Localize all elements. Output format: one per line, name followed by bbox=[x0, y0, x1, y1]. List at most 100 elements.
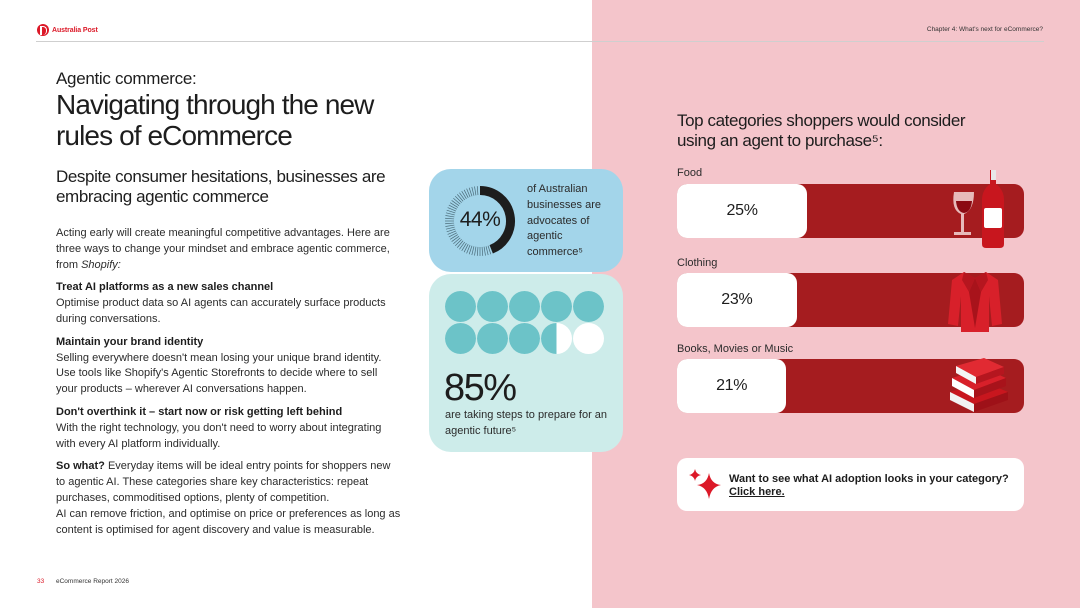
bar-fill-clothing: 23% bbox=[677, 273, 797, 327]
footer-title: eCommerce Report 2026 bbox=[56, 578, 129, 585]
body-copy: Acting early will create meaningful comp… bbox=[56, 226, 401, 538]
dot-filled bbox=[573, 291, 604, 322]
category-label-food: Food bbox=[677, 167, 703, 179]
donut-tick bbox=[445, 212, 455, 216]
dot-filled bbox=[445, 291, 476, 322]
category-label-clothing: Clothing bbox=[677, 257, 718, 269]
page-number: 33 bbox=[37, 578, 45, 585]
donut-tick bbox=[487, 245, 492, 255]
so-what-block: So what? Everyday items will be ideal en… bbox=[56, 459, 401, 538]
page-subtitle: Despite consumer hesitations, businesses… bbox=[56, 167, 386, 206]
dot-partial bbox=[541, 323, 557, 354]
chapter-title: Chapter 4: What's next for eCommerce? bbox=[926, 26, 1043, 33]
lead-paragraph: Acting early will create meaningful comp… bbox=[56, 226, 401, 273]
donut-tick bbox=[445, 224, 455, 227]
donut-tick bbox=[451, 235, 460, 242]
cta-box bbox=[677, 458, 1024, 511]
dot-filled bbox=[509, 291, 540, 322]
donut-tick bbox=[485, 246, 489, 256]
sparkle-icon bbox=[689, 469, 721, 499]
donut-tick bbox=[453, 198, 461, 205]
donut-tick bbox=[457, 194, 464, 202]
category-label-books: Books, Movies or Music bbox=[677, 343, 794, 355]
donut-tick bbox=[447, 230, 457, 235]
so-what-title: So what? bbox=[56, 460, 105, 473]
donut-value: 44% bbox=[459, 208, 501, 231]
tip-title: Don't overthink it – start now or risk g… bbox=[56, 405, 343, 418]
donut-tick bbox=[468, 245, 473, 255]
click-here-link[interactable]: Click here. bbox=[729, 486, 785, 498]
donut-tick bbox=[468, 187, 473, 197]
stat-advocates-text: of Australian businesses are advocates o… bbox=[527, 183, 601, 259]
books-icon bbox=[950, 358, 1008, 412]
donut-tick bbox=[455, 239, 462, 246]
tip-title: Treat AI platforms as a new sales channe… bbox=[56, 281, 274, 294]
header-divider bbox=[36, 41, 1044, 42]
donut-tick bbox=[481, 246, 484, 256]
dot-filled bbox=[477, 291, 508, 322]
donut-tick bbox=[448, 232, 457, 238]
donut-tick bbox=[445, 217, 455, 220]
so-what-paragraph: So what? Everyday items will be ideal en… bbox=[56, 459, 401, 506]
dot-filled bbox=[445, 323, 476, 354]
donut-tick bbox=[476, 246, 479, 256]
donut-tick bbox=[457, 240, 464, 248]
donut-tick bbox=[451, 200, 460, 207]
so-what-body-2: AI can remove friction, and optimise on … bbox=[56, 507, 401, 536]
donut-tick bbox=[446, 209, 456, 214]
tip-body: Optimise product data so AI agents can a… bbox=[56, 297, 386, 325]
donut-tick bbox=[476, 186, 479, 196]
donut-tick bbox=[461, 242, 467, 252]
tip-body: With the right technology, you don't nee… bbox=[56, 421, 382, 450]
lead-text: Acting early will create meaningful comp… bbox=[56, 227, 390, 271]
brand-name: Australia Post bbox=[52, 26, 98, 34]
dot-grid-chart bbox=[445, 291, 604, 354]
donut-tick bbox=[448, 204, 457, 210]
donut-tick bbox=[463, 189, 469, 198]
dot-empty bbox=[573, 323, 604, 354]
wine-bottle-icon bbox=[953, 170, 1004, 248]
donut-tick bbox=[449, 234, 459, 240]
donut-tick bbox=[483, 246, 486, 256]
australia-post-logo-icon bbox=[37, 24, 49, 36]
donut-tick bbox=[471, 246, 475, 256]
bar-fill-food: 25% bbox=[677, 184, 808, 238]
stat-steps-text: are taking steps to prepare for an agent… bbox=[445, 409, 608, 437]
donut-tick bbox=[446, 228, 456, 233]
donut-tick bbox=[449, 202, 459, 208]
dot-filled bbox=[541, 291, 572, 322]
donut-tick bbox=[459, 192, 466, 201]
so-what-body: Everyday items will be ideal entry point… bbox=[56, 460, 391, 504]
donut-tick bbox=[474, 186, 477, 196]
donut-tick bbox=[466, 244, 471, 254]
donut-tick bbox=[453, 237, 461, 244]
donut-tick bbox=[445, 215, 455, 218]
cta-question: Want to see what AI adoption looks in yo… bbox=[729, 473, 1009, 485]
tip-title: Maintain your brand identity bbox=[56, 335, 204, 348]
cta-text: Want to see what AI adoption looks in yo… bbox=[729, 473, 1019, 499]
tip-block: Maintain your brand identity Selling eve… bbox=[56, 335, 401, 398]
lead-source: Shopify: bbox=[81, 258, 121, 271]
dot-filled bbox=[477, 323, 508, 354]
stat-card-advocates bbox=[429, 169, 623, 272]
donut-tick bbox=[461, 190, 467, 200]
bar-fill-books: 21% bbox=[677, 359, 787, 413]
dot-filled bbox=[509, 323, 540, 354]
section-kicker: Agentic commerce: bbox=[56, 69, 197, 88]
donut-tick bbox=[474, 246, 477, 256]
donut-tick bbox=[445, 226, 455, 230]
tip-body: Selling everywhere doesn't mean losing y… bbox=[56, 351, 382, 396]
page-title: Navigating through the new rules of eCom… bbox=[56, 89, 374, 151]
donut-tick bbox=[466, 188, 471, 198]
donut-tick bbox=[471, 186, 475, 196]
jacket-icon bbox=[948, 272, 1002, 332]
stat-steps-value: 85% bbox=[444, 367, 517, 409]
donut-tick bbox=[463, 244, 469, 253]
donut-tick bbox=[459, 241, 466, 250]
chart-title: Top categories shoppers would consider u… bbox=[677, 111, 966, 150]
tip-block: Don't overthink it – start now or risk g… bbox=[56, 405, 401, 452]
donut-tick bbox=[445, 222, 455, 225]
donut-chart bbox=[445, 186, 515, 256]
donut-arc bbox=[479, 186, 515, 254]
tip-block: Treat AI platforms as a new sales channe… bbox=[56, 280, 401, 327]
